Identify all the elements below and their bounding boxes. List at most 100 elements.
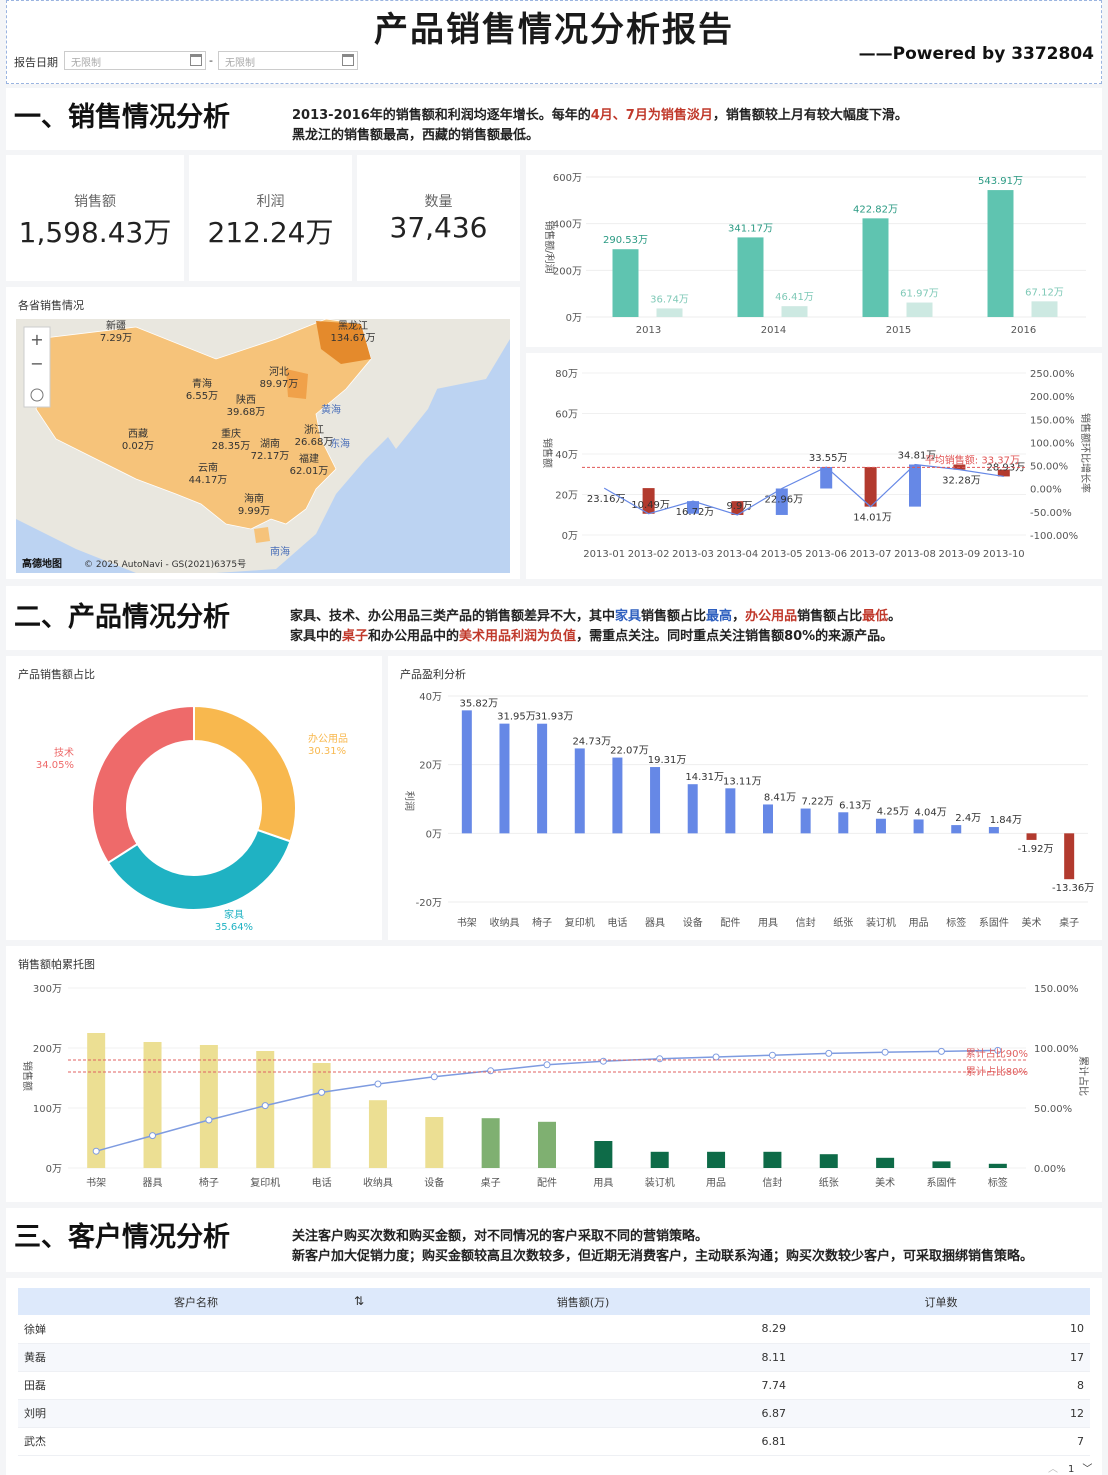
- y2-tick-label: 200.00%: [1030, 392, 1075, 403]
- y-axis-label: 销售额: [21, 1061, 34, 1091]
- page-number: 1: [1068, 1464, 1075, 1475]
- china-map[interactable]: 新疆 7.29万 黑龙江 134.67万 河北 89.97万 青海 6.55万 …: [16, 319, 510, 573]
- data-label: 28.93万: [986, 462, 1025, 473]
- x-tick-label: 椅子: [199, 1176, 219, 1189]
- province-label: 重庆: [221, 427, 241, 440]
- province-label: 新疆: [106, 319, 126, 332]
- cumulative-point: [712, 1053, 720, 1061]
- province-label: 福建: [299, 452, 319, 465]
- pareto-bar: [425, 1117, 444, 1168]
- province-label: 湖南: [260, 437, 280, 450]
- province-label: 黑龙江: [338, 319, 368, 332]
- heilongjiang-region: [316, 321, 371, 364]
- section3-desc: 关注客户购买次数和购买金额，对不同情况的客户采取不同的营销策略。 新客户加大促销…: [292, 1229, 1034, 1264]
- data-label: 19.31万: [648, 755, 687, 766]
- map-zoom-controls: + −: [23, 326, 51, 408]
- cell-customer: 武杰: [18, 1427, 374, 1456]
- province-label: 浙江: [304, 424, 324, 436]
- province-value: 62.01万: [290, 466, 329, 477]
- cell-orders: 8: [792, 1371, 1090, 1400]
- province-label: 海南: [244, 492, 264, 505]
- profit-bar: [906, 302, 933, 317]
- donut-slice: [91, 704, 195, 865]
- pager[interactable]: ︿ 1 ﹀: [1048, 1460, 1092, 1475]
- slice-pct: 30.31%: [308, 746, 346, 757]
- y-tick-label: 200万: [33, 1044, 62, 1055]
- kpi-label: 数量: [424, 194, 453, 210]
- section2-desc: 家具、技术、办公用品三类产品的销售额差异不大，其中家具销售额占比最高，办公用品销…: [290, 609, 902, 644]
- y-tick-label: 20万: [555, 491, 578, 502]
- kpi-value: 37,436: [389, 211, 488, 244]
- reference-label: 累计占比80%: [966, 1065, 1028, 1078]
- table-row[interactable]: 徐婵 8.29 10: [18, 1315, 1090, 1344]
- cumulative-point: [825, 1049, 833, 1057]
- profit-bar: [537, 723, 548, 834]
- x-tick-label: 收纳具: [363, 1176, 393, 1189]
- cell-sales: 8.11: [374, 1343, 792, 1372]
- zoom-out-icon[interactable]: −: [30, 354, 43, 373]
- pareto-bar: [481, 1118, 500, 1168]
- profit-bar: [499, 723, 510, 834]
- col-header-orders[interactable]: 订单数: [792, 1288, 1090, 1315]
- pareto-bar: [988, 1163, 1007, 1168]
- data-label: 34.81万: [898, 451, 937, 462]
- waterfall-bar: [997, 469, 1010, 477]
- pager-down-icon[interactable]: ﹀: [1082, 1464, 1093, 1475]
- cumulative-point: [599, 1057, 607, 1065]
- map-title: 各省销售情况: [18, 299, 84, 312]
- y2-tick-label: 100.00%: [1030, 438, 1075, 449]
- y2-tick-label: 50.00%: [1030, 462, 1068, 473]
- col-header-customer[interactable]: 客户名称 ⇅: [18, 1288, 374, 1315]
- data-label: 31.93万: [535, 712, 574, 723]
- y-tick-label: 40万: [419, 692, 442, 703]
- x-tick-label: 2013-06: [805, 549, 847, 560]
- kpi-label: 销售额: [74, 194, 116, 210]
- taiwan-island: [318, 485, 329, 509]
- province-label: 西藏: [128, 428, 148, 440]
- pareto-bar: [819, 1154, 838, 1168]
- compass-icon[interactable]: [30, 388, 44, 402]
- table-row[interactable]: 黄磊 8.11 17: [18, 1343, 1090, 1372]
- y-tick-label: 0万: [566, 313, 582, 324]
- calendar-icon[interactable]: [190, 54, 202, 66]
- x-tick-label: 美术: [875, 1176, 895, 1189]
- x-tick-label: 装订机: [866, 916, 896, 929]
- province-value: 6.55万: [186, 391, 218, 402]
- x-tick-label: 2013-10: [983, 549, 1025, 560]
- waterfall-bar: [820, 467, 833, 489]
- x-tick-label: 2013-03: [672, 549, 714, 560]
- y-axis-label: 销售额/利润: [543, 220, 556, 273]
- province-value: 44.17万: [189, 475, 228, 486]
- date-to-input[interactable]: 无限制: [218, 51, 358, 70]
- donut-card: 产品销售额占比 技术 34.05% 办公用品 30.31% 家具 35.64%: [6, 656, 382, 940]
- profit-bar: [838, 812, 849, 834]
- sales-bar: [862, 218, 889, 317]
- date-from-input[interactable]: 无限制: [64, 51, 206, 70]
- calendar-icon[interactable]: [342, 54, 354, 66]
- province-value: 7.29万: [100, 333, 132, 344]
- sort-icon[interactable]: ⇅: [353, 1294, 364, 1308]
- slice-pct: 35.64%: [215, 922, 253, 933]
- data-label: 422.82万: [853, 204, 898, 215]
- pager-up-icon[interactable]: ︿: [1048, 1464, 1058, 1475]
- y-tick-label: 20万: [419, 761, 442, 772]
- x-tick-label: 2013-01: [583, 549, 625, 560]
- y-tick-label: 80万: [555, 369, 578, 380]
- y-tick-label: 300万: [33, 984, 62, 995]
- province-value: 28.35万: [212, 441, 251, 452]
- data-label: 22.96万: [764, 495, 803, 506]
- zoom-in-icon[interactable]: +: [30, 330, 43, 349]
- waterfall-bar: [642, 488, 655, 514]
- pareto-bar: [538, 1121, 556, 1168]
- table-row[interactable]: 刘明 6.87 12: [18, 1399, 1090, 1428]
- col-header-sales[interactable]: 销售额(万): [374, 1288, 792, 1315]
- y-tick-label: -20万: [416, 898, 442, 909]
- waterfall-bar: [731, 501, 744, 515]
- province-value: 72.17万: [251, 451, 290, 462]
- date-separator: -: [209, 54, 213, 67]
- y2-tick-label: 0.00%: [1030, 485, 1062, 496]
- table-row[interactable]: 田磊 7.74 8: [18, 1371, 1090, 1400]
- table-row[interactable]: 武杰 6.81 7: [18, 1427, 1090, 1456]
- powered-by: ——Powered by 3372804: [858, 44, 1094, 64]
- province-value: 26.68万: [295, 437, 334, 448]
